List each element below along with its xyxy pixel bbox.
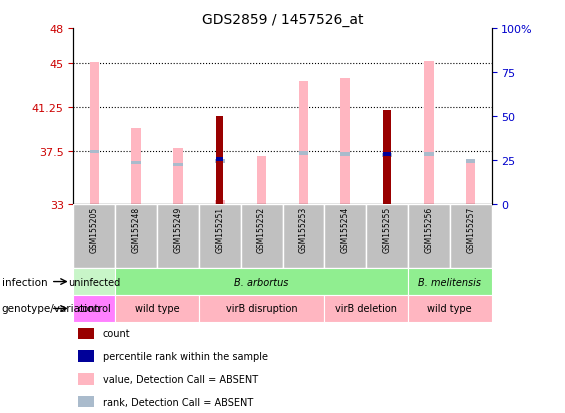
- FancyBboxPatch shape: [115, 204, 157, 268]
- FancyBboxPatch shape: [366, 204, 408, 268]
- FancyBboxPatch shape: [115, 268, 408, 295]
- Text: GSM155254: GSM155254: [341, 206, 350, 252]
- Bar: [90, 151, 99, 154]
- Bar: [173, 164, 182, 167]
- Bar: [466, 160, 475, 164]
- FancyBboxPatch shape: [73, 268, 115, 295]
- Text: uninfected: uninfected: [68, 277, 120, 287]
- Bar: [257, 157, 266, 204]
- Bar: [132, 161, 141, 165]
- FancyBboxPatch shape: [408, 204, 450, 268]
- FancyBboxPatch shape: [77, 328, 94, 339]
- FancyBboxPatch shape: [408, 295, 492, 322]
- Bar: [383, 154, 392, 158]
- Text: value, Detection Call = ABSENT: value, Detection Call = ABSENT: [103, 374, 258, 384]
- Text: GSM155253: GSM155253: [299, 206, 308, 252]
- Text: GSM155251: GSM155251: [215, 206, 224, 252]
- Text: GSM155256: GSM155256: [424, 206, 433, 252]
- FancyBboxPatch shape: [199, 295, 324, 322]
- FancyBboxPatch shape: [77, 373, 94, 385]
- Text: percentile rank within the sample: percentile rank within the sample: [103, 351, 268, 361]
- FancyBboxPatch shape: [115, 295, 199, 322]
- Bar: [215, 201, 224, 204]
- Text: count: count: [103, 328, 131, 339]
- FancyBboxPatch shape: [450, 204, 492, 268]
- FancyBboxPatch shape: [241, 204, 282, 268]
- FancyBboxPatch shape: [77, 396, 94, 407]
- Bar: [341, 153, 350, 157]
- Text: virB disruption: virB disruption: [226, 304, 297, 314]
- Bar: [466, 164, 475, 204]
- FancyBboxPatch shape: [324, 295, 408, 322]
- Text: GSM155257: GSM155257: [466, 206, 475, 252]
- Text: rank, Detection Call = ABSENT: rank, Detection Call = ABSENT: [103, 396, 253, 407]
- Bar: [341, 79, 350, 204]
- Text: GSM155255: GSM155255: [383, 206, 392, 252]
- Bar: [215, 160, 224, 164]
- Text: GSM155205: GSM155205: [90, 206, 99, 252]
- Title: GDS2859 / 1457526_at: GDS2859 / 1457526_at: [202, 12, 363, 26]
- FancyBboxPatch shape: [199, 204, 241, 268]
- Text: virB deletion: virB deletion: [335, 304, 397, 314]
- Text: control: control: [77, 304, 111, 314]
- Text: infection: infection: [2, 277, 47, 287]
- Text: GSM155252: GSM155252: [257, 206, 266, 252]
- Text: GSM155249: GSM155249: [173, 206, 182, 252]
- Bar: [384, 153, 390, 157]
- Text: wild type: wild type: [428, 304, 472, 314]
- Text: B. melitensis: B. melitensis: [418, 277, 481, 287]
- Bar: [384, 111, 390, 204]
- Bar: [216, 116, 223, 204]
- FancyBboxPatch shape: [408, 268, 492, 295]
- Bar: [424, 153, 433, 157]
- FancyBboxPatch shape: [77, 351, 94, 362]
- Text: wild type: wild type: [135, 304, 179, 314]
- FancyBboxPatch shape: [324, 204, 366, 268]
- Bar: [216, 158, 223, 161]
- Bar: [90, 63, 99, 204]
- FancyBboxPatch shape: [282, 204, 324, 268]
- Bar: [299, 152, 308, 155]
- FancyBboxPatch shape: [157, 204, 199, 268]
- Text: genotype/variation: genotype/variation: [2, 304, 101, 314]
- Bar: [299, 82, 308, 204]
- Bar: [424, 62, 433, 204]
- FancyBboxPatch shape: [73, 204, 115, 268]
- Bar: [132, 128, 141, 204]
- Bar: [173, 148, 182, 204]
- Text: GSM155248: GSM155248: [132, 206, 141, 252]
- FancyBboxPatch shape: [73, 295, 115, 322]
- Text: B. arbortus: B. arbortus: [234, 277, 289, 287]
